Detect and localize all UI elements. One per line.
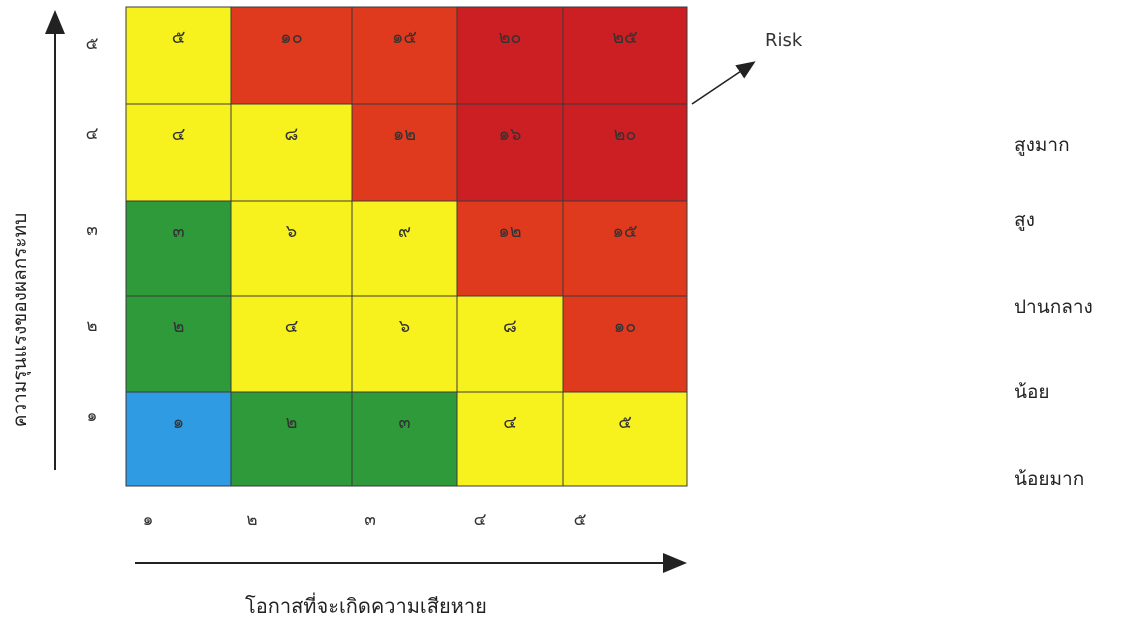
matrix-cell (230, 295, 353, 393)
legend-item-medium: ปานกลาง (1014, 296, 1093, 318)
matrix-cell-value: ๑๕ (392, 27, 417, 48)
risk-annotation: Risk (765, 30, 803, 51)
matrix-cell-value: ๓ (172, 221, 184, 242)
matrix-cell-value: ๑๐ (280, 27, 302, 48)
matrix-cell (562, 200, 688, 297)
matrix-cell (125, 103, 232, 202)
matrix-cell (562, 391, 688, 487)
matrix-cell (125, 295, 232, 393)
y-axis-title: ความรุนแรงของผลกระทบ (9, 212, 31, 428)
matrix-cell-value: ๘ (285, 124, 299, 145)
matrix-cell (351, 391, 458, 487)
y-tick-label: ๔ (85, 124, 99, 144)
x-tick-label: ๒ (246, 510, 258, 530)
matrix-cell-value: ๒ (286, 412, 298, 433)
matrix-cell-value: ๔ (172, 124, 186, 145)
matrix-cell (230, 391, 353, 487)
matrix-cell (562, 6, 688, 105)
matrix-cell-value: ๓ (398, 412, 410, 433)
x-tick-label: ๑ (142, 510, 154, 530)
y-tick-label: ๕ (85, 34, 99, 54)
matrix-cell (351, 6, 458, 105)
matrix-cell-value: ๙ (398, 221, 411, 242)
matrix-cell (456, 103, 564, 202)
matrix-cell-value: ๑๕ (612, 221, 637, 242)
x-axis-title: โอกาสที่จะเกิดความเสียหาย (245, 594, 487, 618)
y-tick-label: ๑ (86, 406, 98, 426)
y-tick-label: ๓ (86, 220, 98, 240)
matrix-cell (351, 295, 458, 393)
matrix-cell-value: ๖ (286, 221, 297, 242)
matrix-cell-value: ๔ (285, 316, 299, 337)
matrix-cell-value: ๘ (503, 316, 517, 337)
legend-item-low: น้อย (1014, 381, 1050, 403)
matrix-cell (125, 200, 232, 297)
legend-item-very-high: สูงมาก (1014, 134, 1070, 156)
matrix-cell-value: ๕ (172, 27, 186, 48)
matrix-cell (125, 6, 232, 105)
matrix-cell-value: ๒ (173, 316, 185, 337)
matrix-cell (125, 391, 232, 487)
matrix-cell (351, 200, 458, 297)
matrix-cell-value: ๔ (503, 412, 517, 433)
matrix-cell-value: ๕ (618, 412, 632, 433)
risk-matrix-grid: ๕๑๐ ๑๕ ๒๐ ๒๕๔๘๑๒ ๑๖ ๒๐๓๖๙๑๒ ๑๕๒๔๖๘๑๐๑๒๓๔๕ (125, 6, 688, 487)
x-tick-label: ๓ (364, 510, 376, 530)
matrix-cell (230, 103, 353, 202)
matrix-cell (456, 391, 564, 487)
risk-arrow (691, 61, 756, 105)
y-tick-label: ๒ (86, 316, 98, 336)
matrix-cell-value: ๒๐ (499, 27, 522, 48)
x-tick-label: ๔ (473, 510, 487, 530)
legend-item-very-low: น้อยมาก (1014, 468, 1085, 490)
matrix-cell-value: ๑๒ (498, 221, 521, 242)
matrix-cell-value: ๒๐ (614, 124, 637, 145)
matrix-cell-value: ๑๐ (614, 316, 636, 337)
matrix-cell (562, 103, 688, 202)
matrix-cell (230, 200, 353, 297)
matrix-cell-value: ๑๒ (393, 124, 416, 145)
matrix-cell (456, 6, 564, 105)
matrix-cell-value: ๑ (173, 412, 184, 433)
matrix-cell (456, 200, 564, 297)
matrix-cell-value: ๒๕ (612, 27, 638, 48)
matrix-cell-value: ๖ (399, 316, 410, 337)
matrix-cell-value: ๑๖ (499, 124, 522, 145)
matrix-cell (351, 103, 458, 202)
matrix-cell (230, 6, 353, 105)
legend-item-high: สูง (1014, 209, 1035, 231)
matrix-cell (562, 295, 688, 393)
x-tick-label: ๕ (573, 510, 587, 530)
matrix-cell (456, 295, 564, 393)
